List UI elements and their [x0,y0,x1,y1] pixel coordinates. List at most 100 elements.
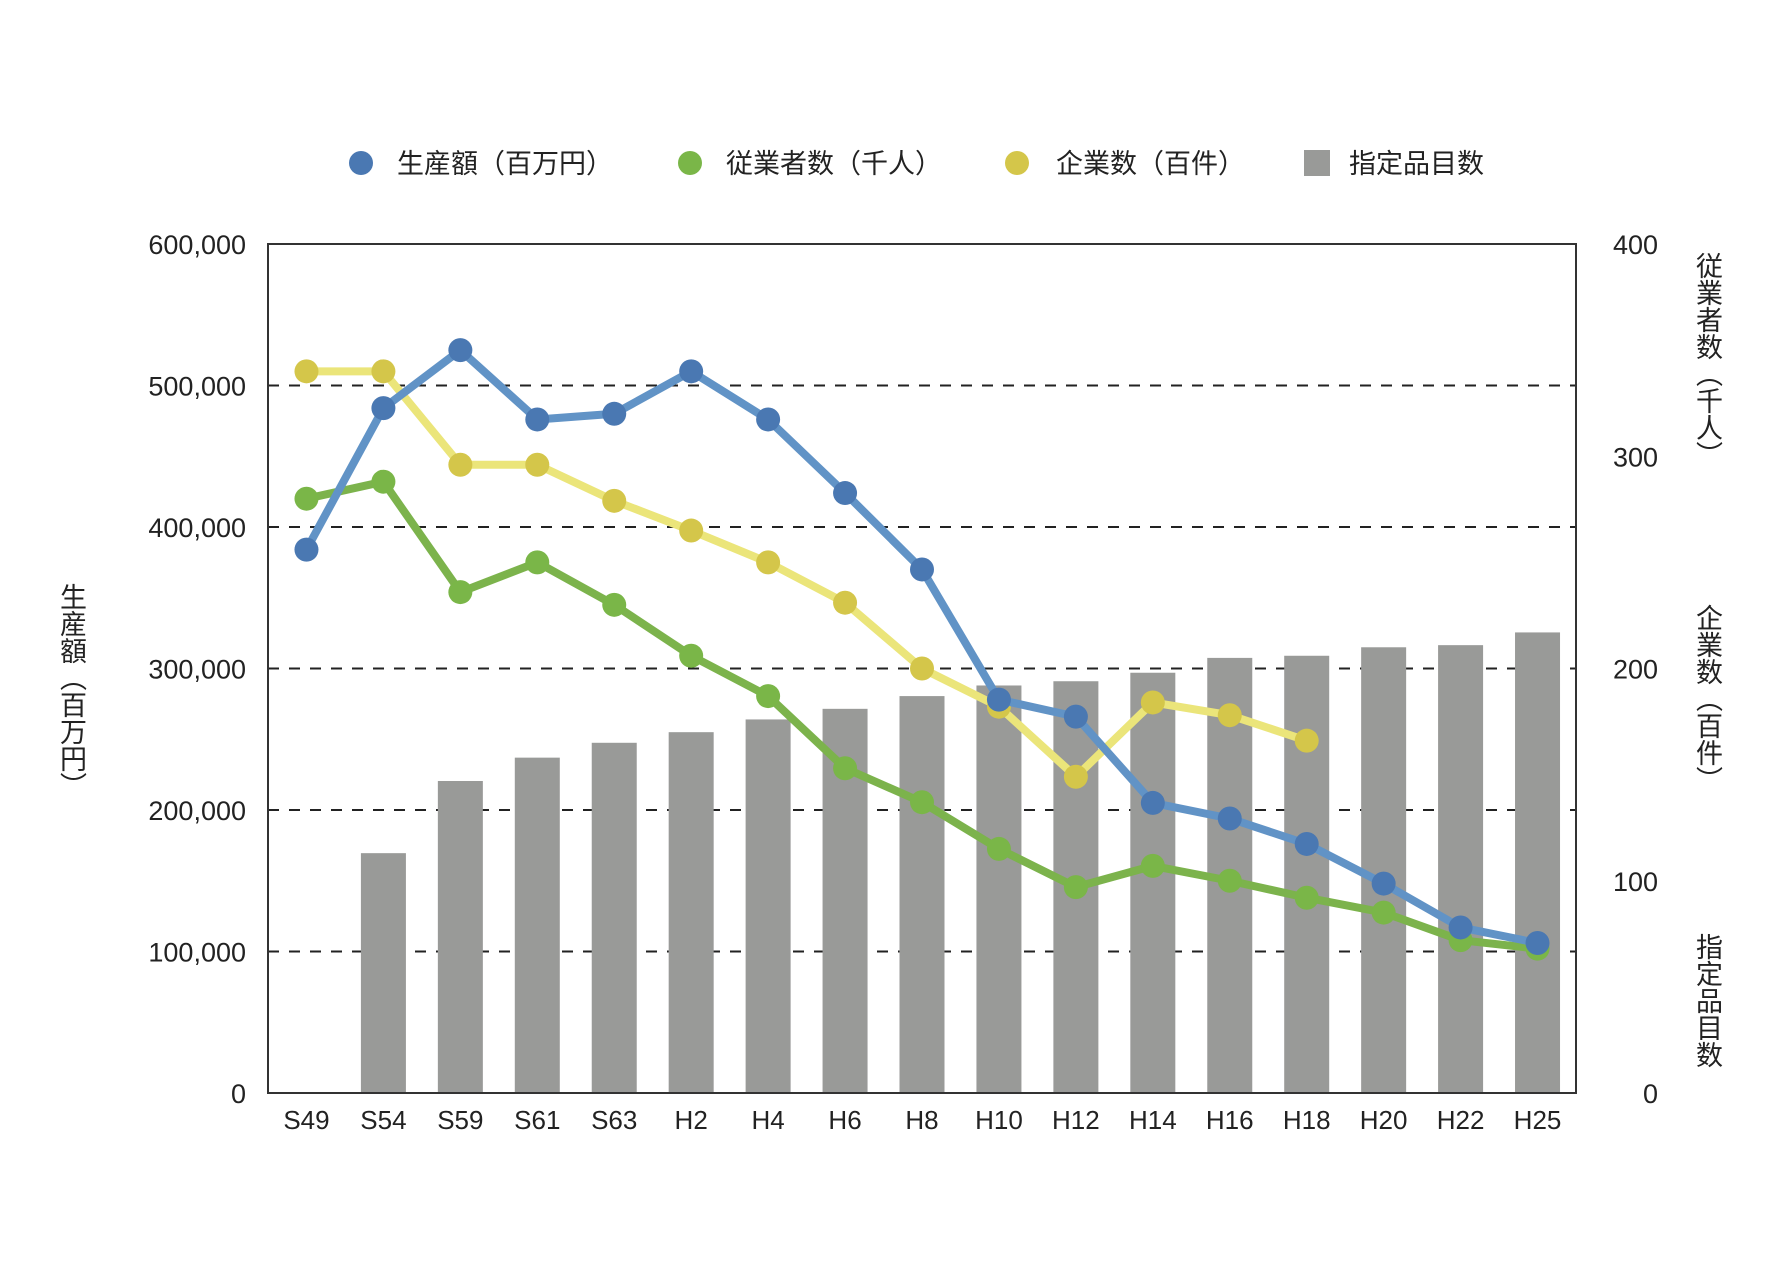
right-tick-label: 100 [1613,867,1658,897]
data-point-H14 [1140,853,1165,878]
data-point-H4 [756,684,781,709]
bar-H20 [1361,647,1407,1093]
data-point-H18 [1294,728,1319,753]
data-point-H12 [1063,875,1088,900]
x-axis-labels: S49 S54 S59 S61 S63 H2 H4 H6 H8 H10 H12 H14 H16 H18 H2… [283,1105,1561,1135]
legend-label: 指定品目数 [1349,149,1484,180]
data-point-S63 [602,592,627,617]
legend-item: 企業数（百件） [1005,149,1245,180]
series-line [302,367,1311,781]
legend-item: 指定品目数 [1304,149,1484,180]
data-point-H10 [986,687,1011,712]
legend-label: 従業者数（千人） [726,149,942,180]
bars-指定品目数 [360,632,1561,1093]
data-point-S61 [525,550,550,575]
data-point-H18 [1294,885,1319,910]
data-point-S59 [448,338,473,363]
left-tick-label: 500,000 [148,372,246,402]
data-point-S54 [371,469,396,494]
data-point-H2 [679,643,704,668]
bar-S54 [360,853,406,1093]
data-point-H6 [833,590,858,615]
data-point-S49 [294,359,319,384]
bar-S59 [437,780,483,1093]
legend-item: 従業者数（千人） [678,149,942,180]
data-point-H6 [833,481,858,506]
x-tick-label: S59 [437,1105,483,1135]
left-tick-label: 300,000 [148,655,246,685]
right-tick-label: 0 [1643,1079,1658,1109]
data-point-H16 [1217,868,1242,893]
x-tick-label: H8 [905,1105,938,1135]
data-point-H25 [1525,931,1550,956]
data-point-H22 [1448,915,1473,940]
x-tick-label: H6 [828,1105,861,1135]
bar-H18 [1284,655,1330,1093]
data-point-H14 [1140,790,1165,815]
data-point-S63 [602,488,627,513]
legend-marker-circle [1005,151,1029,175]
left-tick-label: 0 [231,1079,246,1109]
x-tick-label: H12 [1052,1105,1100,1135]
left-tick-label: 200,000 [148,796,246,826]
data-point-H6 [833,756,858,781]
x-tick-label: H14 [1129,1105,1177,1135]
bar-H25 [1515,632,1561,1093]
x-tick-label: S63 [591,1105,637,1135]
legend-marker-circle [678,151,702,175]
bar-S61 [514,757,560,1093]
x-tick-label: H4 [751,1105,784,1135]
x-tick-label: H2 [675,1105,708,1135]
bar-H10 [976,685,1022,1093]
bar-H4 [745,719,791,1093]
left-axis-ticks: 0 100,000 200,000 300,000 400,000 500,000 600,… [148,230,246,1109]
data-point-H4 [756,407,781,432]
data-point-H20 [1371,900,1396,925]
data-point-H8 [910,790,934,815]
line-series [294,338,1550,961]
legend-label: 企業数（百件） [1056,149,1245,180]
data-point-H2 [679,518,704,543]
x-tick-label: S49 [283,1105,329,1135]
series-生産額（百万円） [294,338,1550,956]
legend: 生産額（百万円） 従業者数（千人） 企業数（百件） 指定品目数 [349,149,1484,180]
left-tick-label: 100,000 [148,938,246,968]
left-tick-label: 400,000 [148,513,246,543]
x-tick-label: H25 [1514,1105,1562,1135]
data-point-H14 [1140,690,1165,715]
x-tick-label: H18 [1283,1105,1331,1135]
data-point-H2 [679,359,704,384]
data-point-S49 [294,486,319,511]
bar-S63 [591,742,637,1093]
data-point-H10 [986,836,1011,861]
left-tick-label: 600,000 [148,230,246,260]
x-tick-label: H22 [1437,1105,1485,1135]
right-tick-label: 400 [1613,230,1658,260]
right-tick-label: 200 [1613,655,1658,685]
right-axis-label-items: 指定品目数 [1691,932,1722,1068]
data-point-S54 [371,359,396,384]
data-point-H16 [1217,806,1242,831]
data-point-H20 [1371,871,1396,896]
left-axis-label: 生産額（百万円） [55,583,86,799]
series-従業者数（千人） [294,469,1550,961]
x-tick-label: S61 [514,1105,560,1135]
right-axis-label-employees: 従業者数（千人） [1691,252,1722,468]
right-tick-label: 300 [1613,442,1658,472]
data-point-H8 [910,557,934,582]
data-point-S49 [294,537,319,562]
x-tick-label: H20 [1360,1105,1408,1135]
data-point-H16 [1217,703,1242,728]
legend-marker-circle [349,151,373,175]
data-point-S61 [525,452,550,477]
data-point-S54 [371,396,396,421]
data-point-H8 [910,656,934,681]
x-tick-label: H16 [1206,1105,1254,1135]
x-tick-label: H10 [975,1105,1023,1135]
bar-H2 [668,732,714,1093]
bar-H22 [1438,645,1484,1093]
data-point-H12 [1063,704,1088,729]
data-point-H18 [1294,831,1319,856]
x-tick-label: S54 [360,1105,406,1135]
